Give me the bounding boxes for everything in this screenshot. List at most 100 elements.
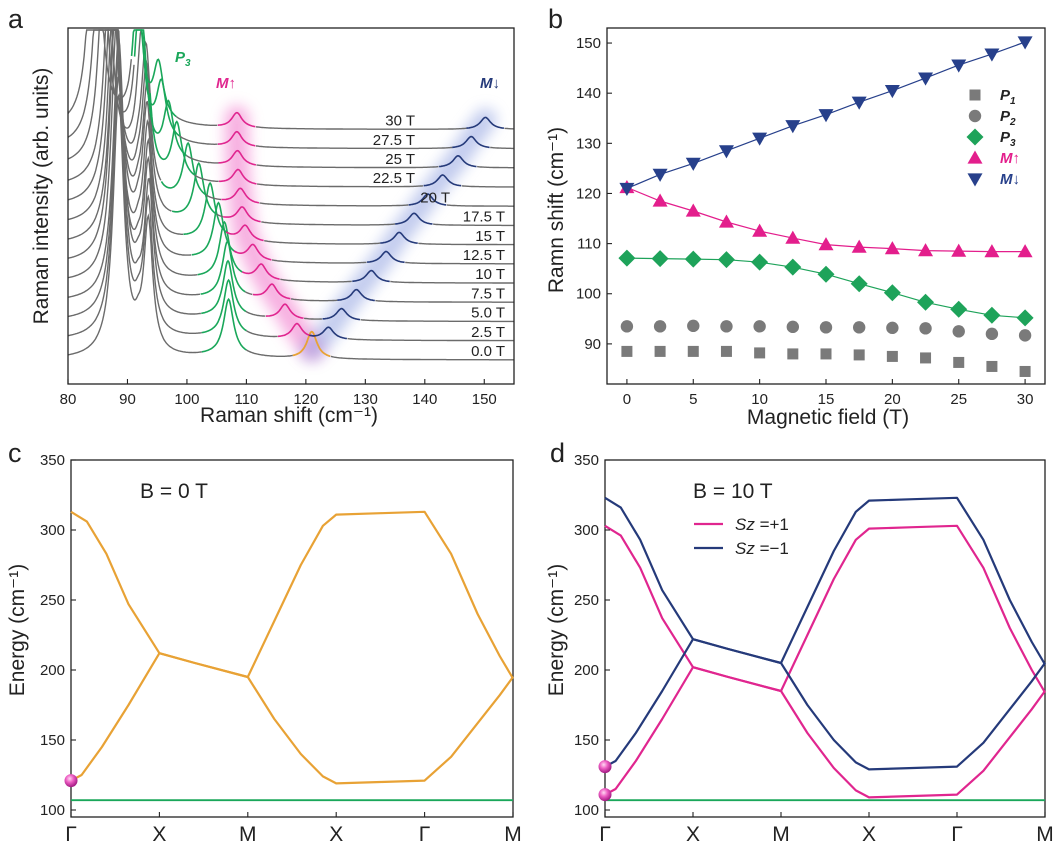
spectrum-gray-segment [67, 35, 201, 298]
spectrum-gray-segment [67, 92, 202, 356]
panel-b-xlabel: Magnetic field (T) [747, 406, 909, 429]
data-marker [884, 241, 900, 255]
p3-annotation-main: P [175, 49, 186, 66]
data-marker [684, 250, 702, 268]
data-marker [818, 109, 834, 123]
data-marker [784, 258, 802, 276]
spectrum-gray-segment [194, 174, 219, 182]
panel-a-letter: a [8, 4, 24, 34]
band-ytick-label: 150 [574, 732, 599, 749]
data-marker [883, 284, 901, 302]
band-ytick-label: 300 [40, 522, 65, 539]
data-marker [753, 320, 766, 333]
data-marker [720, 345, 732, 357]
spectrum-gray-segment [446, 204, 514, 207]
spectrum-mup-segment [277, 322, 316, 338]
band-curve [604, 666, 1046, 799]
spectrum-gray-segment [67, 29, 135, 138]
panel-a-field-labels: 0.0 T 2.5 T 5.0 T 7.5 T 10 T 12.5 T 15 T 17.5 T… [373, 113, 505, 360]
band-curve [70, 652, 514, 785]
data-marker [985, 327, 999, 341]
panel-a-xtick-label: 130 [353, 391, 378, 408]
data-marker [818, 237, 834, 251]
spectrum-gray-segment [261, 221, 396, 226]
data-marker [884, 85, 900, 99]
spectrum-gray-segment [347, 337, 514, 342]
band-xtick-label: X [862, 823, 876, 846]
data-marker [754, 347, 766, 359]
spectrum-mup-segment [252, 283, 291, 300]
spectrum-gray-segment [390, 280, 514, 284]
panel-d-ylabel: Energy (cm⁻¹) [545, 564, 568, 696]
spectrum-trace [67, 29, 514, 150]
field-label: 2.5 T [471, 324, 505, 341]
spectrum-m-segment [292, 330, 331, 358]
legend-label: M↓ [1000, 171, 1020, 188]
data-marker [986, 360, 998, 372]
spectrum-mdown-segment [408, 193, 447, 206]
spectrum-gray-segment [290, 298, 338, 302]
legend-label: P3 [1000, 129, 1016, 149]
panel-c-ylabel: Energy (cm⁻¹) [6, 564, 29, 696]
legend-label: Sz =−1 [735, 539, 789, 558]
spectrum-p3-segment [149, 93, 196, 176]
spectrum-gray-segment [405, 261, 514, 265]
band-xtick-label: M [239, 823, 257, 846]
data-marker [620, 320, 634, 333]
spectrum-mdown-segment [309, 326, 348, 340]
data-marker [652, 168, 668, 182]
spectrum-gray-segment [255, 126, 467, 130]
mup-glow-trail [224, 105, 324, 360]
panel-c: c 100 150 200 250 300 350 Γ X M X Γ M B = 0 T Ener… [6, 438, 522, 846]
spectrum-p3-segment [200, 240, 246, 295]
spectrum-gray-segment [477, 165, 514, 169]
panel-b-y-ticks: 90 100 110 120 130 140 150 [576, 35, 612, 353]
spectrum-gray-segment [67, 29, 184, 240]
spectrum-gray-segment [67, 29, 198, 279]
band-xtick-label: Γ [951, 823, 963, 846]
band-xtick-label: X [329, 823, 343, 846]
spectrum-gray-segment [205, 194, 222, 201]
data-marker [751, 253, 769, 271]
magnon-sphere-marker [64, 774, 78, 788]
spectrum-trace [67, 29, 514, 227]
panel-a-frame [67, 27, 515, 385]
band-curve [604, 638, 1046, 771]
spectrum-mup-segment [241, 263, 280, 280]
band-curve [604, 524, 1046, 693]
panel-d-frame [604, 459, 1046, 818]
panel-a-xtick-label: 80 [60, 391, 77, 408]
band-ytick-label: 250 [574, 592, 599, 609]
spectrum-gray-segment [246, 330, 278, 338]
spectrum-mup-segment [233, 243, 272, 261]
data-marker [618, 249, 636, 267]
spectrum-gray-segment [461, 185, 514, 188]
legend-label-main: M↓ [1000, 171, 1020, 188]
band-xtick-label: Γ [599, 823, 611, 846]
spectrum-trace [67, 29, 514, 246]
spectrum-p3-segment [197, 220, 243, 276]
legend-label-sub: 2 [1009, 117, 1016, 128]
data-marker [984, 48, 1000, 62]
data-marker [851, 239, 867, 253]
band-ytick-label: 200 [40, 662, 65, 679]
magnon-sphere-marker [598, 760, 612, 774]
legend-label-main: Sz [735, 539, 755, 558]
panel-a-xtick-label: 120 [293, 391, 318, 408]
data-marker [687, 345, 699, 357]
spectrum-trace [67, 29, 514, 130]
spectrum-gray-segment [433, 223, 514, 227]
band-ytick-label: 300 [574, 522, 599, 539]
panel-b-ytick-label: 150 [576, 35, 601, 52]
panel-b-markers [618, 36, 1034, 377]
spectrum-gray-segment [490, 146, 514, 150]
spectrum-mdown-segment [367, 250, 405, 264]
spectrum-mup-segment [217, 111, 256, 128]
legend-marker [967, 150, 983, 164]
data-marker [652, 193, 668, 207]
panel-b-ytick-label: 120 [576, 185, 601, 202]
data-marker [919, 322, 932, 335]
spectrum-gray-segment [504, 127, 514, 130]
